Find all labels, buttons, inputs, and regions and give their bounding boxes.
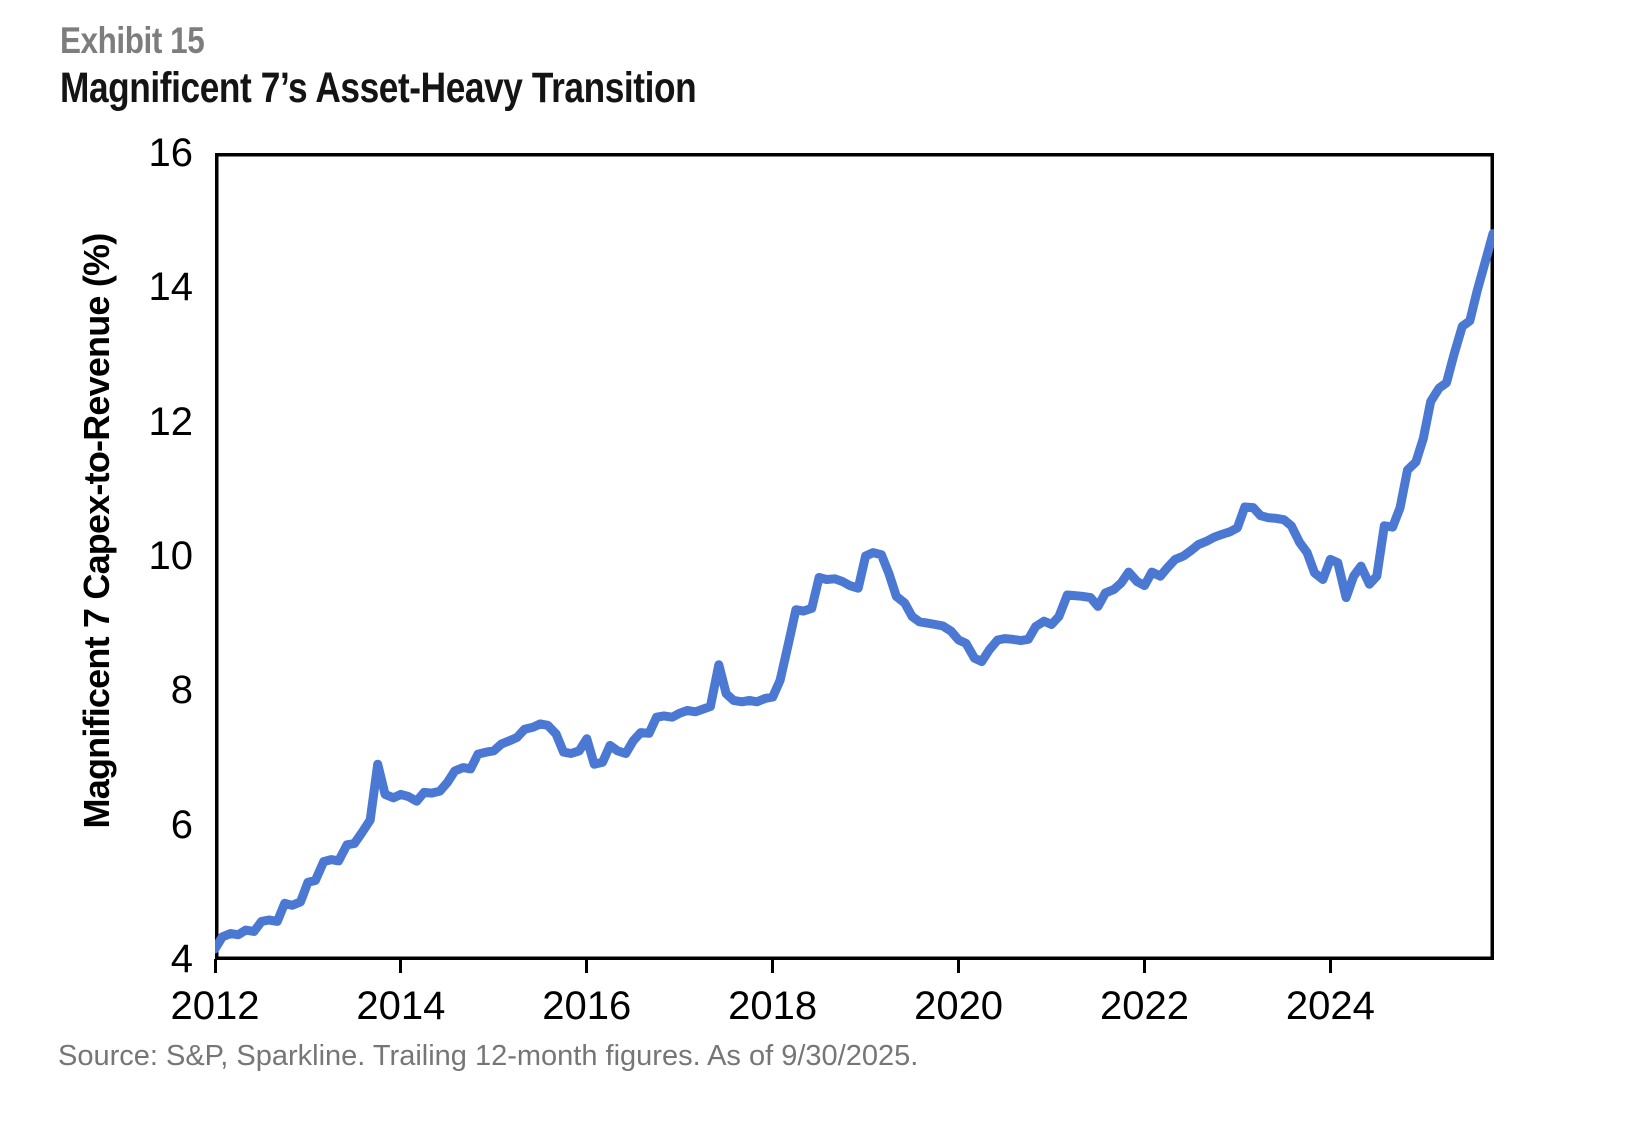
- chart-title: Magnificent 7’s Asset-Heavy Transition: [60, 64, 697, 112]
- y-tick-label: 16: [148, 131, 194, 175]
- y-tick-label: 6: [170, 802, 193, 847]
- x-tick-label: 2018: [728, 984, 818, 1028]
- x-tick-label: 2024: [1285, 984, 1375, 1028]
- x-tick-label: 2012: [170, 984, 260, 1028]
- x-tick-label: 2020: [914, 984, 1004, 1028]
- exhibit-label: Exhibit 15: [60, 20, 205, 61]
- source-note: Source: S&P, Sparkline. Trailing 12-mont…: [58, 1040, 919, 1072]
- y-axis-title: Magnificent 7 Capex-to-Revenue (%): [76, 233, 117, 829]
- y-tick-label: 8: [170, 668, 193, 713]
- y-tick-label: 14: [148, 265, 194, 310]
- plot-frame: [215, 153, 1494, 960]
- x-tick-label: 2016: [542, 984, 632, 1028]
- y-tick-label: 10: [148, 534, 194, 578]
- plot-area: [215, 153, 1494, 960]
- x-tick-mark: [213, 959, 217, 973]
- x-tick-mark: [957, 959, 961, 973]
- x-tick-mark: [1328, 959, 1332, 973]
- x-tick-mark: [1142, 959, 1146, 973]
- x-tick-label: 2014: [356, 984, 446, 1028]
- x-tick-mark: [399, 959, 403, 973]
- x-tick-mark: [585, 959, 589, 973]
- x-tick-mark: [771, 959, 775, 973]
- capex-line-series: [215, 229, 1494, 954]
- y-tick-label: 12: [148, 399, 194, 444]
- x-tick-label: 2022: [1099, 984, 1189, 1028]
- y-tick-label: 4: [170, 937, 193, 981]
